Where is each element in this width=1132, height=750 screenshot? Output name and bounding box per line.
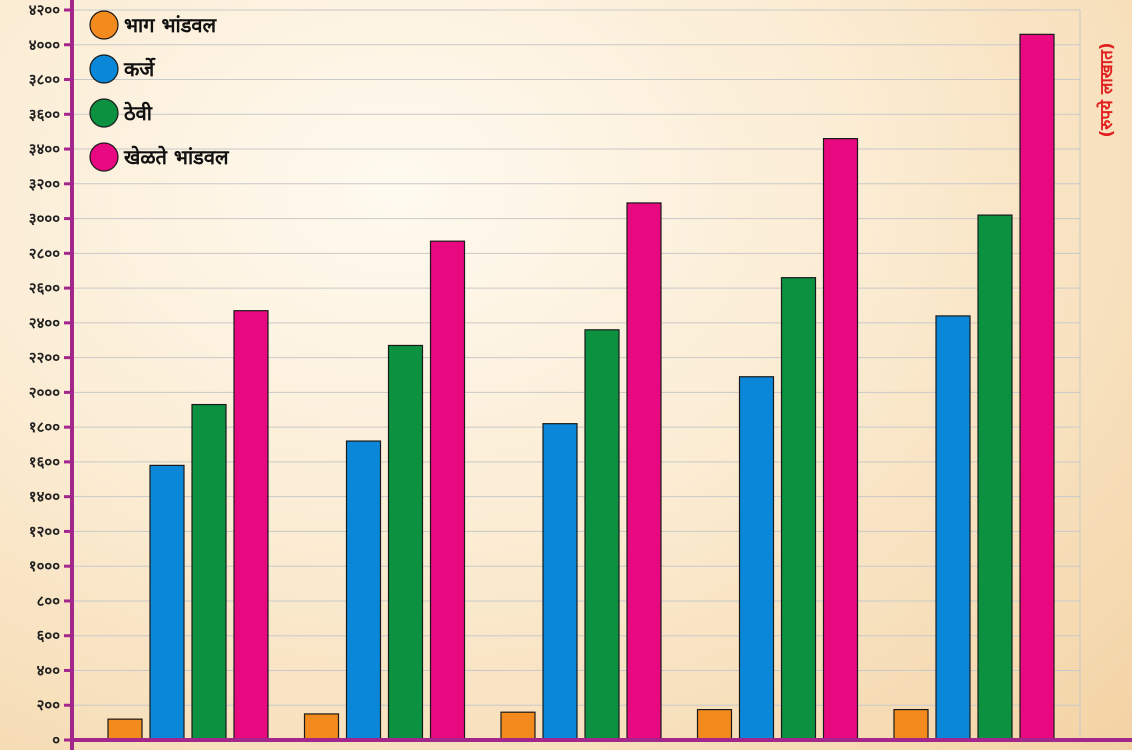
y-tick-label: १००० — [29, 557, 60, 575]
y-tick-label: ६०० — [37, 627, 61, 645]
bar — [893, 708, 929, 741]
legend-label: भाग भांडवल — [124, 13, 218, 37]
legend-swatch — [89, 54, 119, 84]
y-axis-unit-label: (रुपये लाखात) — [1096, 42, 1117, 137]
bar — [107, 718, 143, 741]
bar — [149, 464, 185, 741]
y-tick-label: ० — [52, 731, 60, 749]
legend-swatch — [89, 98, 119, 128]
legend-label: कर्जे — [123, 57, 156, 81]
y-tick-label: ८०० — [37, 592, 61, 610]
bar — [387, 344, 424, 741]
legend-label: खेळते भांडवल — [123, 145, 230, 169]
bar — [696, 708, 733, 741]
bar — [738, 376, 775, 741]
legend-swatch — [89, 142, 119, 172]
bar — [542, 423, 578, 741]
y-tick-label: २००० — [29, 383, 60, 401]
legend: भाग भांडवल कर्जे ठेवी खेळते भांडवल — [89, 10, 230, 172]
bar — [822, 138, 859, 741]
bar — [935, 315, 971, 741]
bar — [233, 310, 269, 741]
bar — [303, 713, 340, 741]
bar — [626, 202, 662, 741]
y-tick-label: ३६०० — [29, 105, 60, 123]
y-tick-label: २४०० — [29, 314, 60, 332]
axes — [70, 0, 1132, 750]
y-tick-label: २०० — [37, 696, 61, 714]
bar — [584, 329, 620, 741]
y-tick-label: १२०० — [29, 522, 60, 540]
y-tick-label: १६०० — [29, 453, 60, 471]
y-tick-label: २८०० — [29, 244, 60, 262]
bar — [345, 440, 382, 741]
y-tick-label: ४२०० — [29, 1, 60, 19]
y-tick-label: ४००० — [29, 36, 60, 54]
y-tick-label: ३४०० — [29, 140, 60, 158]
bar — [500, 711, 536, 741]
bar — [977, 214, 1013, 741]
y-tick-label: ३८०० — [29, 71, 60, 89]
y-tick-label: १४०० — [29, 488, 60, 506]
legend-label: ठेवी — [123, 101, 153, 125]
bar — [429, 240, 466, 741]
y-tick-label: २२०० — [29, 349, 60, 367]
y-tick-label: ३००० — [29, 210, 60, 228]
y-tick-label: ३२०० — [29, 175, 60, 193]
bars — [107, 33, 1055, 741]
bar — [191, 403, 227, 741]
bar — [780, 277, 817, 741]
bar — [1019, 33, 1055, 741]
y-tick-label: १८०० — [29, 418, 60, 436]
legend-swatch — [89, 10, 119, 40]
y-tick-label: २६०० — [29, 279, 60, 297]
y-axis-ticks: ० २०० ४०० ६०० ८०० १००० १२०० १४०० १६०० १८०० २००० २२०… — [29, 1, 72, 749]
y-tick-label: ४०० — [37, 661, 61, 679]
